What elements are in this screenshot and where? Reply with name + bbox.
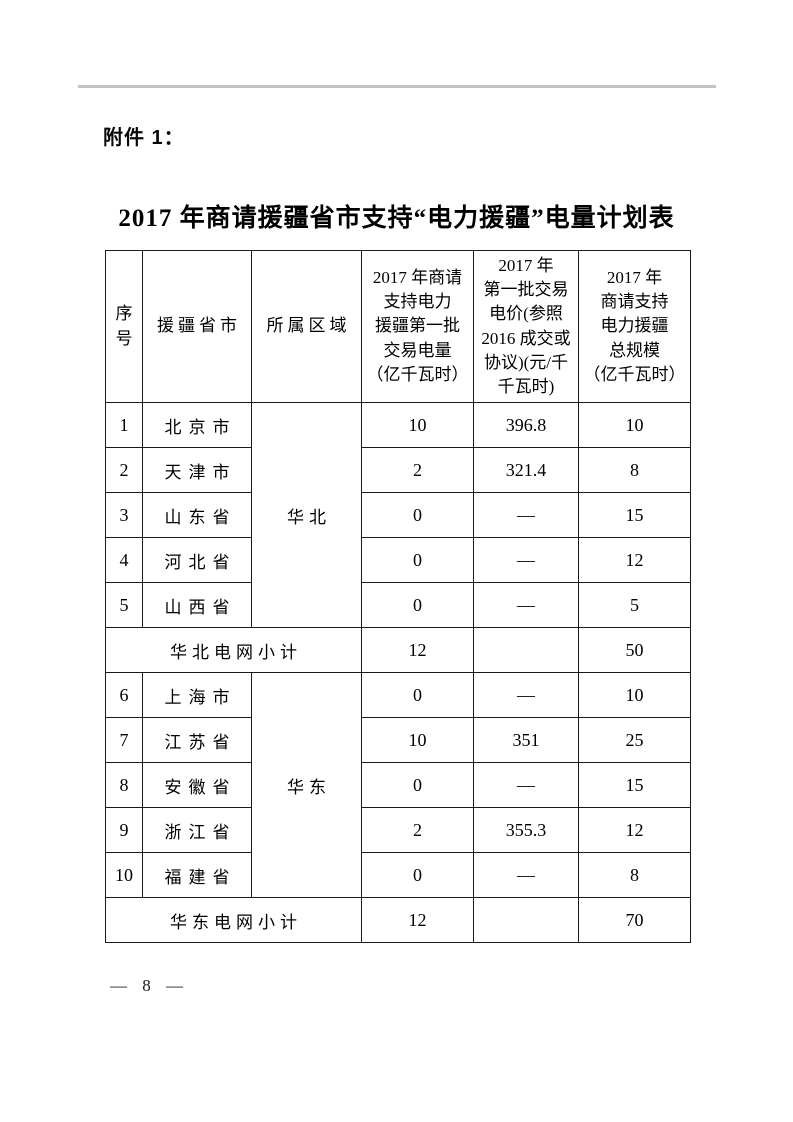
cell-qty: 10	[361, 717, 474, 763]
cell-qty: 2	[361, 447, 474, 493]
cell-total: 10	[578, 402, 691, 448]
cell-index: 1	[105, 402, 143, 448]
cell-price: —	[473, 582, 579, 628]
cell-index: 10	[105, 852, 143, 898]
cell-subtotal-qty: 12	[361, 627, 474, 673]
cell-index: 4	[105, 537, 143, 583]
cell-price: 321.4	[473, 447, 579, 493]
subtotal-row-east: 华东电网小计 12 70	[105, 897, 691, 943]
table-row: 7 江苏省 10 351 25	[105, 717, 691, 763]
cell-region-north: 华北	[251, 402, 362, 628]
cell-subtotal-total: 70	[578, 897, 691, 943]
cell-province: 上海市	[142, 672, 252, 718]
subtotal-row-north: 华北电网小计 12 50	[105, 627, 691, 673]
power-plan-table: 序 号 援疆省市 所属区域 2017 年商请 支持电力 援疆第一批 交易电量 （…	[105, 250, 691, 943]
col-header-first-batch-qty: 2017 年商请 支持电力 援疆第一批 交易电量 （亿千瓦时）	[361, 250, 474, 403]
document-title: 2017 年商请援疆省市支持“电力援疆”电量计划表	[118, 205, 675, 232]
table-row: 4 河北省 0 — 12	[105, 537, 691, 583]
cell-price: —	[473, 672, 579, 718]
cell-subtotal-label: 华东电网小计	[105, 897, 362, 943]
cell-total: 12	[578, 537, 691, 583]
cell-price: 355.3	[473, 807, 579, 853]
cell-province: 天津市	[142, 447, 252, 493]
page-number: — 8 —	[110, 976, 184, 995]
cell-province: 江苏省	[142, 717, 252, 763]
cell-price: —	[473, 537, 579, 583]
cell-price: —	[473, 852, 579, 898]
attachment-label: 附件 1：	[103, 127, 185, 149]
cell-total: 15	[578, 492, 691, 538]
cell-province: 山西省	[142, 582, 252, 628]
cell-province: 北京市	[142, 402, 252, 448]
cell-qty: 0	[361, 762, 474, 808]
cell-subtotal-price	[473, 627, 579, 673]
col-header-region: 所属区域	[251, 250, 362, 403]
col-header-first-batch-price: 2017 年 第一批交易 电价(参照 2016 成交或 协议)(元/千 千瓦时)	[473, 250, 579, 403]
cell-subtotal-total: 50	[578, 627, 691, 673]
col-header-index: 序 号	[105, 250, 143, 403]
cell-qty: 10	[361, 402, 474, 448]
cell-index: 7	[105, 717, 143, 763]
cell-province: 山东省	[142, 492, 252, 538]
cell-province: 河北省	[142, 537, 252, 583]
table-row: 2 天津市 2 321.4 8	[105, 447, 691, 493]
table-row: 8 安徽省 0 — 15	[105, 762, 691, 808]
cell-qty: 0	[361, 582, 474, 628]
cell-qty: 0	[361, 672, 474, 718]
cell-index: 8	[105, 762, 143, 808]
cell-index: 9	[105, 807, 143, 853]
cell-price: 396.8	[473, 402, 579, 448]
cell-region-east: 华东	[251, 672, 362, 898]
cell-total: 5	[578, 582, 691, 628]
cell-price: —	[473, 762, 579, 808]
table-row: 1 北京市 华北 10 396.8 10	[105, 402, 691, 628]
cell-total: 15	[578, 762, 691, 808]
cell-total: 8	[578, 447, 691, 493]
cell-qty: 0	[361, 492, 474, 538]
cell-subtotal-price	[473, 897, 579, 943]
cell-subtotal-qty: 12	[361, 897, 474, 943]
cell-total: 8	[578, 852, 691, 898]
cell-index: 5	[105, 582, 143, 628]
cell-price: 351	[473, 717, 579, 763]
cell-qty: 0	[361, 537, 474, 583]
col-header-total-scale: 2017 年 商请支持 电力援疆 总规模 （亿千瓦时）	[578, 250, 691, 403]
cell-total: 10	[578, 672, 691, 718]
table-row: 10 福建省 0 — 8	[105, 852, 691, 898]
table-header-row: 序 号 援疆省市 所属区域 2017 年商请 支持电力 援疆第一批 交易电量 （…	[105, 250, 691, 403]
cell-subtotal-label: 华北电网小计	[105, 627, 362, 673]
cell-index: 6	[105, 672, 143, 718]
table-row: 5 山西省 0 — 5	[105, 582, 691, 628]
cell-price: —	[473, 492, 579, 538]
cell-total: 12	[578, 807, 691, 853]
header-rule	[78, 85, 716, 88]
cell-qty: 2	[361, 807, 474, 853]
table-row: 9 浙江省 2 355.3 12	[105, 807, 691, 853]
col-header-province: 援疆省市	[142, 250, 252, 403]
table-row: 3 山东省 0 — 15	[105, 492, 691, 538]
cell-index: 2	[105, 447, 143, 493]
cell-province: 福建省	[142, 852, 252, 898]
cell-total: 25	[578, 717, 691, 763]
cell-qty: 0	[361, 852, 474, 898]
cell-province: 安徽省	[142, 762, 252, 808]
table-row: 6 上海市 华东 0 — 10	[105, 672, 691, 898]
cell-index: 3	[105, 492, 143, 538]
cell-province: 浙江省	[142, 807, 252, 853]
